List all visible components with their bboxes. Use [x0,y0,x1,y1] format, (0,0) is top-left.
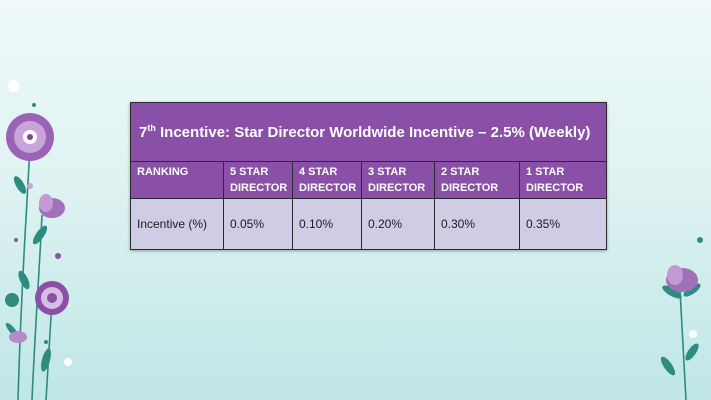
cell-3-star-value: 0.20% [361,198,435,250]
header-2-star-director: 2 STAR DIRECTOR [434,161,520,199]
cell-incentive-label: Incentive (%) [130,198,224,250]
teal-bloom-icon [5,293,19,307]
top-left-flower-icon [6,113,54,161]
table-header-row: RANKING 5 STAR DIRECTOR 4 STAR DIRECTOR 3 S… [130,161,608,199]
left-tulip-icon [39,194,65,218]
header-4-star-director: 4 STAR DIRECTOR [292,161,362,199]
cell-1-star-value: 0.35% [518,198,608,250]
left-leaves [5,176,51,372]
lower-left-flower-icon [35,281,69,315]
title-number: 7 [139,124,148,141]
title-ordinal-suffix: th [147,123,156,133]
incentive-table: 7th Incentive: Star Director Worldwide I… [129,102,608,250]
table-row: Incentive (%) 0.05% 0.10% 0.20% 0.30% 0.35% [130,198,608,250]
right-flower-stem [679,289,687,400]
small-left-flower-icon [9,331,27,343]
decorative-dots [8,80,703,366]
cell-4-star-value: 0.10% [292,198,362,250]
header-3-star-director: 3 STAR DIRECTOR [361,161,435,199]
right-leaves [660,283,701,376]
table-title: 7th Incentive: Star Director Worldwide I… [129,102,608,162]
cell-5-star-value: 0.05% [223,198,293,250]
right-tulip-icon [666,265,698,292]
header-ranking: RANKING [130,161,224,199]
title-text: Incentive: Star Director Worldwide Incen… [155,124,591,141]
header-5-star-director: 5 STAR DIRECTOR [223,161,293,199]
cell-2-star-value: 0.30% [434,198,520,250]
header-1-star-director: 1 STAR DIRECTOR [518,161,608,199]
